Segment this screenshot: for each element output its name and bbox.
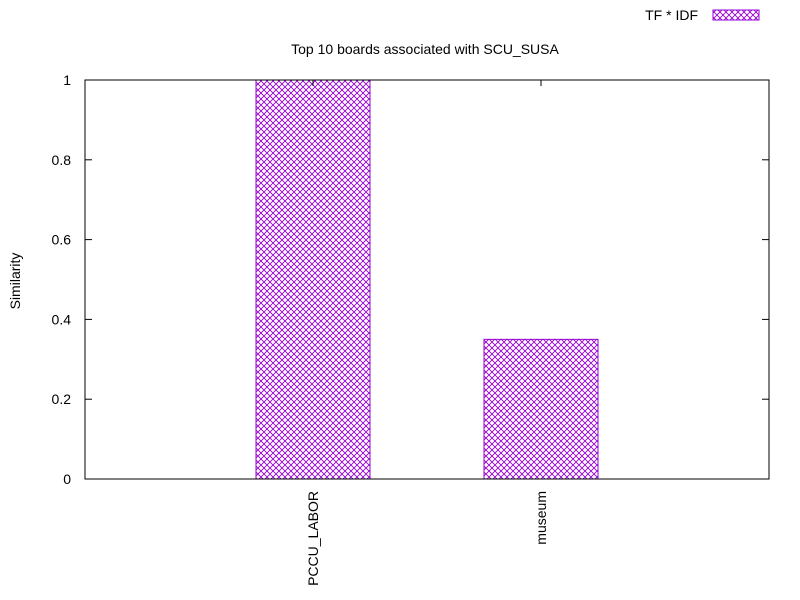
bar bbox=[255, 79, 371, 480]
plot-frame bbox=[84, 79, 770, 480]
y-tick-label: 0.4 bbox=[52, 311, 72, 327]
bar bbox=[483, 338, 599, 480]
plot-marks: 0 0.2 0.4 0.6 0.8 1 PCCU_LABOR museum bbox=[52, 72, 769, 586]
y-tick-label: 0.2 bbox=[52, 391, 72, 407]
y-axis-label: Similarity bbox=[7, 253, 23, 310]
legend-label: TF * IDF bbox=[645, 7, 698, 23]
x-tick-label: museum bbox=[533, 491, 549, 545]
legend: TF * IDF bbox=[645, 7, 760, 23]
y-tick-label: 0 bbox=[63, 471, 71, 487]
x-tick-label: PCCU_LABOR bbox=[305, 491, 321, 586]
chart-title: Top 10 boards associated with SCU_SUSA bbox=[291, 41, 559, 57]
y-tick-label: 0.6 bbox=[52, 232, 72, 248]
legend-swatch bbox=[712, 9, 760, 21]
y-tick-label: 1 bbox=[63, 72, 71, 88]
y-tick-label: 0.8 bbox=[52, 152, 72, 168]
